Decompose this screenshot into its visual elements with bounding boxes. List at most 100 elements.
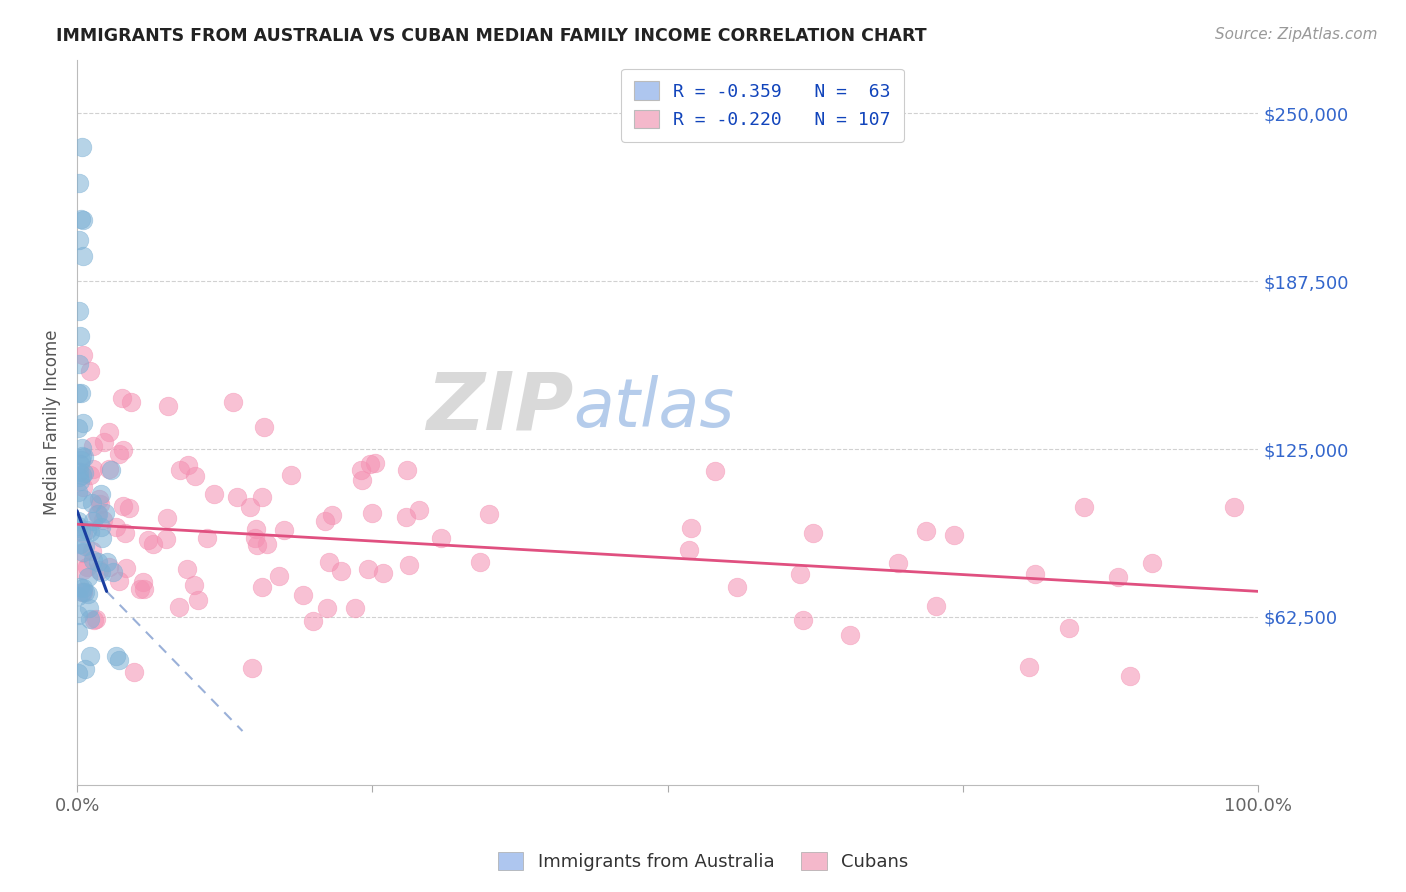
Point xyxy=(887,556,910,570)
Point xyxy=(703,464,725,478)
Point xyxy=(66,625,89,640)
Point xyxy=(329,564,352,578)
Point xyxy=(725,581,748,595)
Point xyxy=(70,385,93,400)
Point xyxy=(105,649,128,664)
Point xyxy=(1018,659,1040,673)
Point xyxy=(67,233,90,247)
Point xyxy=(82,553,104,567)
Point xyxy=(245,522,267,536)
Point xyxy=(110,392,132,406)
Point xyxy=(250,580,273,594)
Text: IMMIGRANTS FROM AUSTRALIA VS CUBAN MEDIAN FAMILY INCOME CORRELATION CHART: IMMIGRANTS FROM AUSTRALIA VS CUBAN MEDIA… xyxy=(56,27,927,45)
Y-axis label: Median Family Income: Median Family Income xyxy=(44,329,60,515)
Point xyxy=(91,531,114,545)
Point xyxy=(66,514,89,528)
Point xyxy=(66,520,89,534)
Point xyxy=(111,442,134,457)
Point xyxy=(357,562,380,576)
Point xyxy=(108,653,131,667)
Point xyxy=(177,458,200,473)
Point xyxy=(371,566,394,581)
Point xyxy=(267,569,290,583)
Point xyxy=(86,508,108,522)
Point xyxy=(76,560,98,574)
Point xyxy=(792,614,814,628)
Point xyxy=(90,520,112,534)
Point xyxy=(120,394,142,409)
Point xyxy=(363,456,385,470)
Point xyxy=(82,439,104,453)
Point xyxy=(1024,567,1046,582)
Point xyxy=(77,587,100,601)
Point xyxy=(91,512,114,526)
Point xyxy=(681,521,703,535)
Point xyxy=(72,466,94,480)
Point xyxy=(94,506,117,520)
Point xyxy=(468,555,491,569)
Point xyxy=(943,527,966,541)
Point xyxy=(222,395,245,409)
Point xyxy=(87,491,110,506)
Point xyxy=(67,485,90,500)
Point xyxy=(129,582,152,596)
Point xyxy=(73,584,96,599)
Point xyxy=(101,565,124,579)
Point xyxy=(256,537,278,551)
Point xyxy=(302,614,325,628)
Point xyxy=(87,555,110,569)
Point xyxy=(204,487,226,501)
Point xyxy=(75,539,97,553)
Point xyxy=(69,211,91,226)
Point xyxy=(114,561,136,575)
Point xyxy=(169,463,191,477)
Point xyxy=(67,357,90,371)
Point xyxy=(395,509,418,524)
Point xyxy=(1057,622,1080,636)
Point xyxy=(67,176,90,190)
Point xyxy=(350,463,373,477)
Point xyxy=(90,565,112,579)
Point xyxy=(97,462,120,476)
Point xyxy=(72,348,94,362)
Point xyxy=(90,487,112,501)
Point xyxy=(114,526,136,541)
Point xyxy=(343,601,366,615)
Point xyxy=(69,537,91,551)
Point xyxy=(122,665,145,680)
Point xyxy=(72,563,94,577)
Point xyxy=(789,566,811,581)
Point xyxy=(157,399,180,413)
Text: ZIP: ZIP xyxy=(426,368,574,447)
Point xyxy=(72,480,94,494)
Point xyxy=(89,497,111,511)
Point xyxy=(82,514,104,528)
Point xyxy=(66,385,89,400)
Point xyxy=(246,537,269,551)
Point xyxy=(70,441,93,455)
Point xyxy=(187,592,209,607)
Point xyxy=(1223,500,1246,514)
Point xyxy=(801,526,824,541)
Point xyxy=(72,546,94,560)
Point xyxy=(408,503,430,517)
Point xyxy=(77,600,100,615)
Point xyxy=(1073,500,1095,514)
Point xyxy=(79,648,101,663)
Point xyxy=(314,514,336,528)
Point xyxy=(105,520,128,534)
Point xyxy=(280,467,302,482)
Point xyxy=(291,588,314,602)
Point xyxy=(915,524,938,538)
Point xyxy=(225,490,247,504)
Point xyxy=(84,612,107,626)
Point xyxy=(89,563,111,577)
Point xyxy=(395,462,418,476)
Point xyxy=(70,584,93,599)
Point xyxy=(70,453,93,467)
Point xyxy=(273,523,295,537)
Point xyxy=(73,450,96,464)
Point xyxy=(350,473,373,487)
Point xyxy=(76,570,98,584)
Point xyxy=(132,574,155,589)
